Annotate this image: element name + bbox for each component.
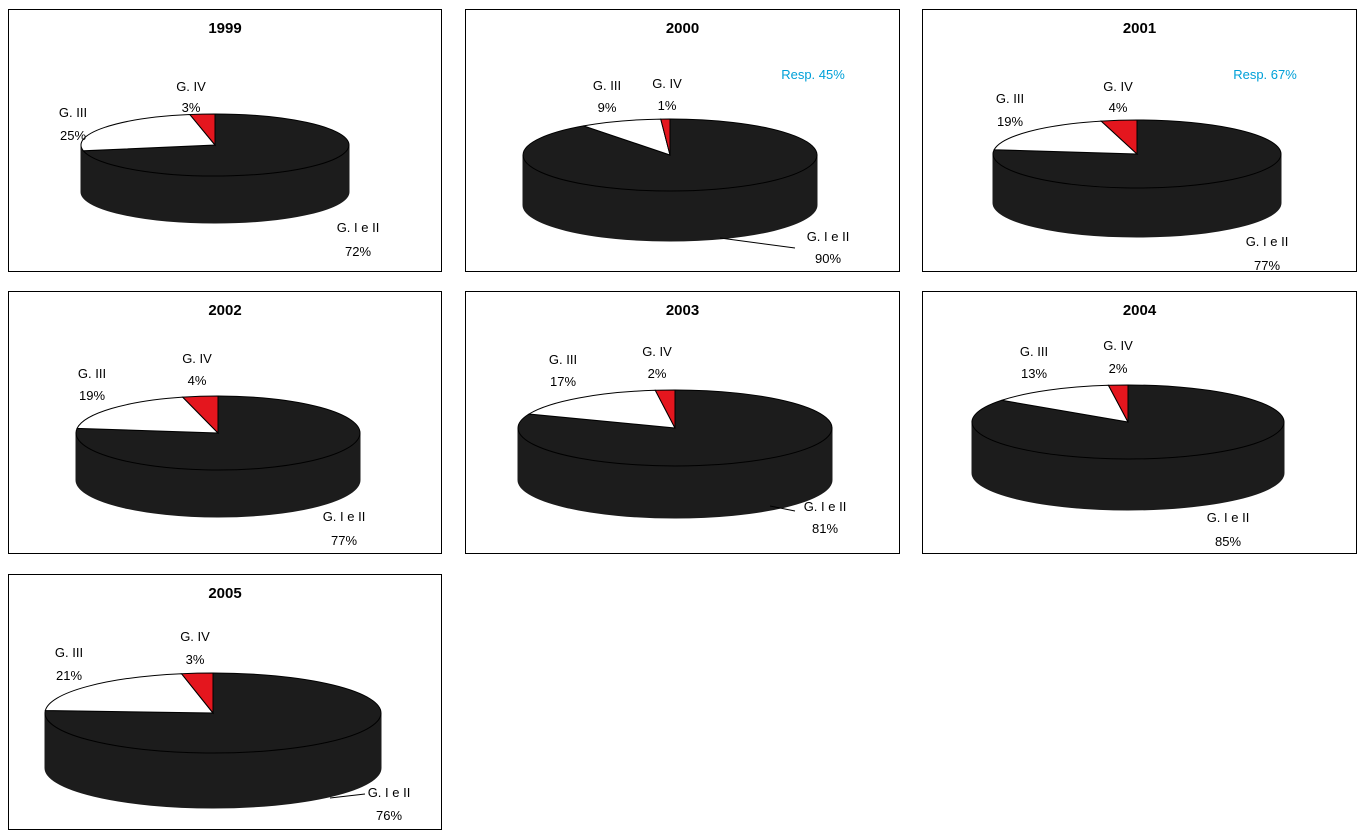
data-label-g3-name: G. III	[1020, 344, 1048, 359]
data-label-g4-value: 3%	[186, 652, 205, 667]
data-label-g3-value: 9%	[598, 100, 617, 115]
pie-slice-g3	[1001, 384, 1129, 423]
pie-slice-g3	[76, 396, 220, 434]
data-label-g4-value: 3%	[182, 100, 201, 115]
data-label-g3-name: G. III	[55, 645, 83, 660]
data-label-g12-name: G. I e II	[1207, 510, 1250, 525]
data-label-g4-name: G. IV	[180, 629, 210, 644]
data-label-g12-name: G. I e II	[368, 785, 411, 800]
pie-slice-g12	[44, 672, 382, 754]
pie-chart-panel: 2003 G. IV 2% G. III 17% G. I e II 81%	[465, 291, 900, 554]
pie-chart-panel: 2000 G. IV 1% G. III 9% G. I e II 90% Resp. 45%	[465, 9, 900, 272]
data-label-g4-name: G. IV	[176, 79, 206, 94]
pie-slice-g4	[181, 395, 219, 435]
chart-title: 2005	[208, 585, 241, 602]
data-label-g4-name: G. IV	[182, 351, 212, 366]
data-label-g4-name: G. IV	[1103, 338, 1133, 353]
pie-chart-panel: 2005 G. IV 3% G. III 21% G. I e II 76%	[8, 574, 442, 830]
data-label-g12-value: 72%	[345, 244, 371, 259]
data-label-g3-name: G. III	[78, 366, 106, 381]
data-label-g3-name: G. III	[59, 105, 87, 120]
pie-slice-g4	[654, 389, 676, 429]
data-label-g4-value: 1%	[658, 98, 677, 113]
data-label-g4-value: 4%	[1109, 100, 1128, 115]
pie-slice-g3	[80, 114, 217, 152]
data-label-g3-value: 17%	[550, 374, 576, 389]
pie-slice-g4	[660, 118, 671, 156]
data-label-g4-value: 2%	[648, 366, 667, 381]
chart-title: 2000	[666, 20, 699, 37]
chart-title: 2001	[1123, 20, 1156, 37]
pie-chart-panel: 1999 G. IV 3% G. III 25% G. I e II 72%	[8, 9, 442, 272]
pie-slice-g4	[188, 113, 216, 147]
data-label-g4-value: 4%	[188, 373, 207, 388]
pie-slice-g3	[583, 118, 671, 156]
data-label-g12-name: G. I e II	[1246, 234, 1289, 249]
data-label-g12-value: 90%	[815, 251, 841, 266]
data-label-g12-value: 85%	[1215, 534, 1241, 549]
data-label-g3-value: 19%	[997, 114, 1023, 129]
chart-title: 1999	[208, 20, 241, 37]
pie-chart-svg: 2002 G. IV 4% G. III 19% G. I e II 77%	[75, 302, 366, 548]
label-leader-line	[769, 505, 796, 512]
pie-slice-g12	[82, 113, 350, 177]
data-label-g12-name: G. I e II	[323, 509, 366, 524]
pie-slice-g3	[527, 389, 676, 429]
pie-chart-svg: 2000 G. IV 1% G. III 9% G. I e II 90% Resp. 45%	[522, 20, 850, 266]
pie-chart-panel: 2002 G. IV 4% G. III 19% G. I e II 77%	[8, 291, 442, 554]
chart-title: 2003	[666, 302, 699, 319]
pie-slice-g3	[993, 120, 1139, 155]
data-label-g12-name: G. I e II	[337, 220, 380, 235]
response-rate-note: Resp. 67%	[1233, 67, 1297, 82]
label-leader-line	[719, 237, 796, 249]
data-label-g3-value: 25%	[60, 128, 86, 143]
data-label-g3-name: G. III	[549, 352, 577, 367]
pie-slice-g3	[44, 673, 215, 714]
data-label-g4-value: 2%	[1109, 361, 1128, 376]
data-label-g12-value: 81%	[812, 521, 838, 536]
data-label-g3-value: 13%	[1021, 366, 1047, 381]
data-label-g12-name: G. I e II	[804, 499, 847, 514]
chart-title: 2004	[1123, 302, 1157, 319]
response-rate-note: Resp. 45%	[781, 67, 845, 82]
data-label-g12-value: 77%	[1254, 258, 1280, 273]
data-label-g12-name: G. I e II	[807, 229, 850, 244]
pie-chart-svg: 1999 G. IV 3% G. III 25% G. I e II 72%	[59, 20, 380, 259]
pie-chart-svg: 2005 G. IV 3% G. III 21% G. I e II 76%	[44, 585, 411, 823]
pie-slice-g12	[75, 395, 361, 471]
data-label-g3-name: G. III	[593, 78, 621, 93]
pie-slice-g12	[992, 119, 1282, 189]
data-label-g3-value: 21%	[56, 668, 82, 683]
label-leader-line	[329, 793, 366, 799]
data-label-g12-value: 76%	[376, 808, 402, 823]
data-label-g4-name: G. IV	[642, 344, 672, 359]
data-label-g3-name: G. III	[996, 91, 1024, 106]
chart-title: 2002	[208, 302, 241, 319]
data-label-g4-name: G. IV	[652, 76, 682, 91]
data-label-g3-value: 19%	[79, 388, 105, 403]
pie-slice-g4	[1107, 384, 1129, 423]
pie-chart-panel: 2004 G. IV 2% G. III 13% G. I e II 85%	[922, 291, 1357, 554]
data-label-g12-value: 77%	[331, 533, 357, 548]
pie-chart-panel: 2001 G. IV 4% G. III 19% G. I e II 77% Resp. 67…	[922, 9, 1357, 273]
pie-slice-g4	[180, 672, 214, 715]
pie-chart-svg: 2001 G. IV 4% G. III 19% G. I e II 77% Resp. 67…	[992, 20, 1297, 273]
pie-slice-g4	[1099, 119, 1138, 156]
data-label-g4-name: G. IV	[1103, 79, 1133, 94]
pie-chart-svg: 2004 G. IV 2% G. III 13% G. I e II 85%	[971, 302, 1285, 549]
pie-chart-svg: 2003 G. IV 2% G. III 17% G. I e II 81%	[517, 302, 847, 536]
